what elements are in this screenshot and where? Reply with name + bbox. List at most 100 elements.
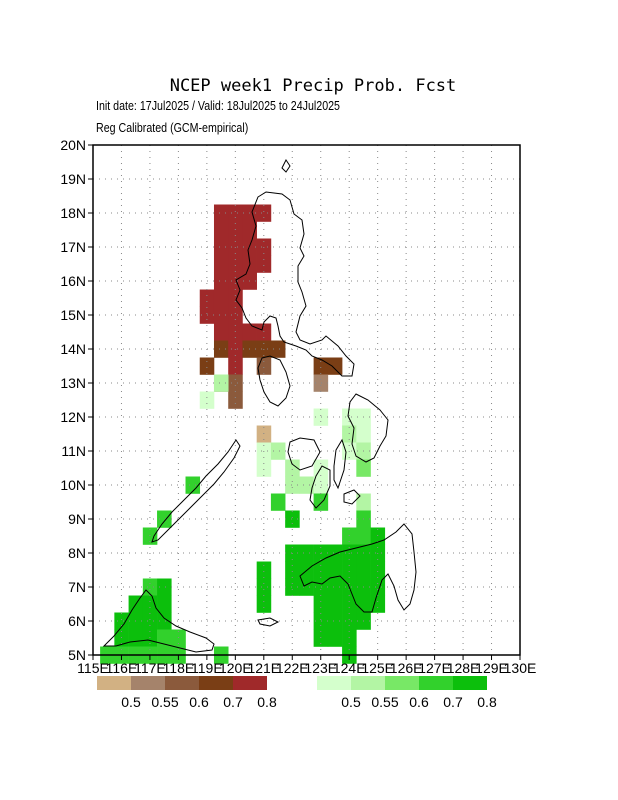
wet-probability-cell xyxy=(128,629,144,647)
wet-probability-cell xyxy=(370,561,386,579)
wet-probability-cell xyxy=(327,561,343,579)
wet-probability-cell xyxy=(313,595,329,613)
lon-tick-label: 123E xyxy=(304,660,337,676)
dry-probability-cell xyxy=(228,255,243,273)
wet-probability-cell xyxy=(342,527,357,545)
coastline-cebu xyxy=(333,438,347,490)
wet-probability-cell xyxy=(342,612,357,630)
wet-probability-cell xyxy=(157,612,172,630)
wet-probability-cell xyxy=(114,612,129,630)
dry-probability-cell xyxy=(256,204,272,222)
dry-probability-cell xyxy=(242,323,257,341)
coastline-borneo xyxy=(102,589,215,653)
wet-probability-cell xyxy=(356,425,371,443)
dry-probability-cell xyxy=(228,221,243,239)
wet-legend-swatch xyxy=(351,676,385,690)
wet-probability-cell xyxy=(327,544,343,562)
dry-probability-cell xyxy=(213,204,229,222)
wet-probability-cell xyxy=(356,459,371,477)
wet-legend-label: 0.8 xyxy=(477,694,497,710)
lat-tick-label: 19N xyxy=(60,171,86,187)
wet-probability-cell xyxy=(256,561,272,579)
coastline xyxy=(102,159,417,653)
wet-probability-cell xyxy=(185,476,201,494)
dry-probability-cell xyxy=(228,391,243,409)
wet-probability-cell xyxy=(285,561,300,579)
wet-probability-cell xyxy=(142,612,158,630)
coastline-batanes xyxy=(281,159,291,173)
wet-probability-cell xyxy=(342,629,357,647)
wet-probability-cell xyxy=(299,476,314,494)
wet-probability-cell xyxy=(313,476,329,494)
lat-tick-label: 10N xyxy=(60,477,86,493)
wet-probability-cell xyxy=(342,408,357,426)
dry-legend-label: 0.6 xyxy=(189,694,209,710)
wet-probability-cell xyxy=(256,578,272,596)
lon-tick-label: 125E xyxy=(361,660,394,676)
wet-probability-cell xyxy=(356,527,371,545)
dry-probability-cell xyxy=(228,323,243,341)
wet-probability-cell xyxy=(157,595,172,613)
lat-tick-label: 20N xyxy=(60,137,86,153)
legend: 0.5 0.55 0.6 0.7 0.8 0.5 0.55 0.6 0.7 0.8 xyxy=(97,676,497,710)
wet-probability-cell xyxy=(342,595,357,613)
lon-tick-label: 115E xyxy=(77,660,109,676)
init-valid-subtitle: Init date: 17Jul2025 / Valid: 18Jul2025 … xyxy=(96,98,340,113)
dry-probability-cell xyxy=(228,357,243,375)
wet-probability-cell xyxy=(256,595,272,613)
wet-legend-label: 0.55 xyxy=(371,694,398,710)
lon-tick-label: 130E xyxy=(504,660,537,676)
lat-lon-grid xyxy=(93,145,520,655)
dry-probability-cell xyxy=(256,425,272,443)
axis-ticks: 20N 19N 18N 17N 16N 15N 14N 13N 12N 11N 10N 9N 8N 7N 6… xyxy=(60,137,536,676)
wet-probability-cell xyxy=(327,578,343,596)
lat-tick-label: 5N xyxy=(68,647,86,663)
calibration-subtitle: Reg Calibrated (GCM-empirical) xyxy=(96,120,249,135)
lat-tick-label: 7N xyxy=(68,579,86,595)
dry-legend-label: 0.55 xyxy=(151,694,178,710)
dry-probability-cell xyxy=(213,323,229,341)
lat-tick-label: 6N xyxy=(68,613,86,629)
dry-probability-cell xyxy=(228,306,243,324)
dry-legend-label: 0.7 xyxy=(223,694,243,710)
dry-probability-cell xyxy=(213,340,229,358)
wet-probability-cell xyxy=(285,510,300,528)
lon-tick-label: 126E xyxy=(390,660,423,676)
dry-probability-cell xyxy=(228,272,243,290)
dry-probability-cell xyxy=(213,255,229,273)
lat-tick-label: 16N xyxy=(60,273,86,289)
dry-probability-cell xyxy=(256,323,272,341)
coastline-sulu xyxy=(257,617,280,627)
wet-probability-cell xyxy=(313,408,329,426)
lat-tick-label: 12N xyxy=(60,409,86,425)
wet-probability-cell xyxy=(313,612,329,630)
wet-probability-cell xyxy=(285,578,300,596)
lat-tick-label: 8N xyxy=(68,545,86,561)
wet-probability-cell xyxy=(285,476,300,494)
wet-probability-cell xyxy=(256,459,272,477)
wet-probability-cell xyxy=(327,612,343,630)
dry-legend-label: 0.8 xyxy=(257,694,277,710)
probability-cells xyxy=(100,204,386,664)
wet-probability-cell xyxy=(313,629,329,647)
wet-legend-swatch xyxy=(385,676,419,690)
wet-probability-cell xyxy=(327,629,343,647)
dry-legend-swatch xyxy=(233,676,267,690)
dry-probability-cell xyxy=(213,238,229,256)
wet-probability-cell xyxy=(171,629,186,647)
wet-probability-cell xyxy=(356,561,371,579)
lon-tick-label: 127E xyxy=(418,660,451,676)
lat-tick-label: 14N xyxy=(60,341,86,357)
wet-probability-cell xyxy=(285,459,300,477)
wet-legend-swatch xyxy=(453,676,487,690)
dry-probability-cell xyxy=(327,357,343,375)
wet-probability-cell xyxy=(370,595,386,613)
wet-probability-cell xyxy=(142,527,158,545)
coastline-mindoro xyxy=(257,355,291,407)
lat-tick-label: 18N xyxy=(60,205,86,221)
wet-probability-cell xyxy=(157,578,172,596)
wet-probability-cell xyxy=(114,629,129,647)
lat-tick-label: 17N xyxy=(60,239,86,255)
lon-tick-label: 118E xyxy=(163,660,195,676)
wet-probability-cell xyxy=(157,629,172,647)
